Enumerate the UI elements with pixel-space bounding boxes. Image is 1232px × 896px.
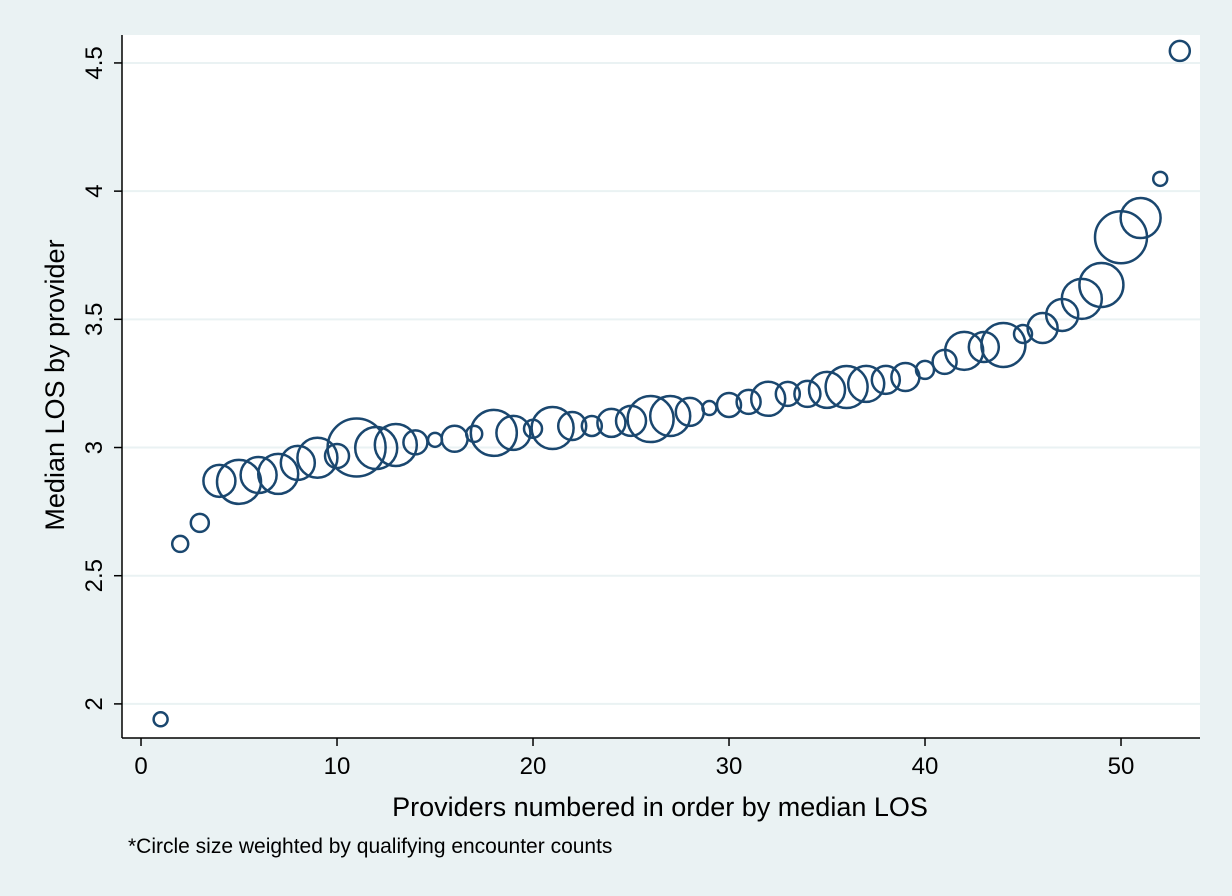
bubble [749, 380, 787, 418]
bubble [1026, 311, 1059, 345]
bubble [464, 424, 484, 444]
bubble [1078, 261, 1125, 309]
y-tick-label: 2 [81, 697, 108, 710]
bubble [648, 394, 692, 438]
bubble [353, 425, 399, 471]
bubble [824, 364, 869, 410]
y-tick-label: 2.5 [81, 559, 108, 592]
x-tick-label: 50 [1108, 753, 1135, 780]
plot-area [122, 35, 1200, 738]
x-tick-label: 40 [912, 753, 939, 780]
bubble [530, 405, 575, 451]
bubble [793, 379, 822, 409]
y-tick-label: 4 [81, 184, 108, 197]
y-tick-label: 4.5 [81, 46, 108, 79]
bubble [1168, 39, 1192, 63]
y-tick-label: 3.5 [81, 303, 108, 336]
y-axis-title: Median LOS by provider [40, 239, 70, 530]
x-tick-label: 30 [716, 753, 743, 780]
x-tick-label: 10 [324, 753, 351, 780]
x-tick-label: 20 [520, 753, 547, 780]
y-tick-label: 3 [81, 441, 108, 454]
bubble [239, 455, 278, 495]
bubble [580, 414, 604, 438]
bubble [170, 534, 190, 554]
bubble [326, 417, 387, 478]
bubble [495, 414, 532, 452]
bubble [152, 711, 169, 728]
bubble [735, 388, 762, 416]
bubble [469, 408, 519, 458]
bubble [256, 452, 300, 496]
x-tick-label: 0 [134, 753, 147, 780]
bubble [296, 436, 339, 480]
bubble [1060, 277, 1104, 321]
bubble [967, 330, 1001, 364]
bubble [202, 463, 237, 499]
bubble [980, 321, 1027, 369]
bubble [596, 407, 627, 439]
bubble [556, 410, 588, 442]
bubble [626, 394, 675, 444]
note: *Circle size weighted by qualifying enco… [128, 835, 612, 858]
bubble [846, 364, 886, 404]
bubble [870, 364, 902, 396]
bubble [279, 444, 317, 482]
x-axis-title: Providers numbered in order by median LO… [392, 792, 928, 822]
bubble [1151, 170, 1169, 188]
bubble [189, 512, 211, 534]
bubble [774, 380, 802, 408]
bubble [1012, 323, 1034, 345]
bubble [1119, 196, 1162, 240]
bubble [807, 370, 847, 410]
bubble [715, 391, 743, 419]
bubble [373, 422, 419, 468]
